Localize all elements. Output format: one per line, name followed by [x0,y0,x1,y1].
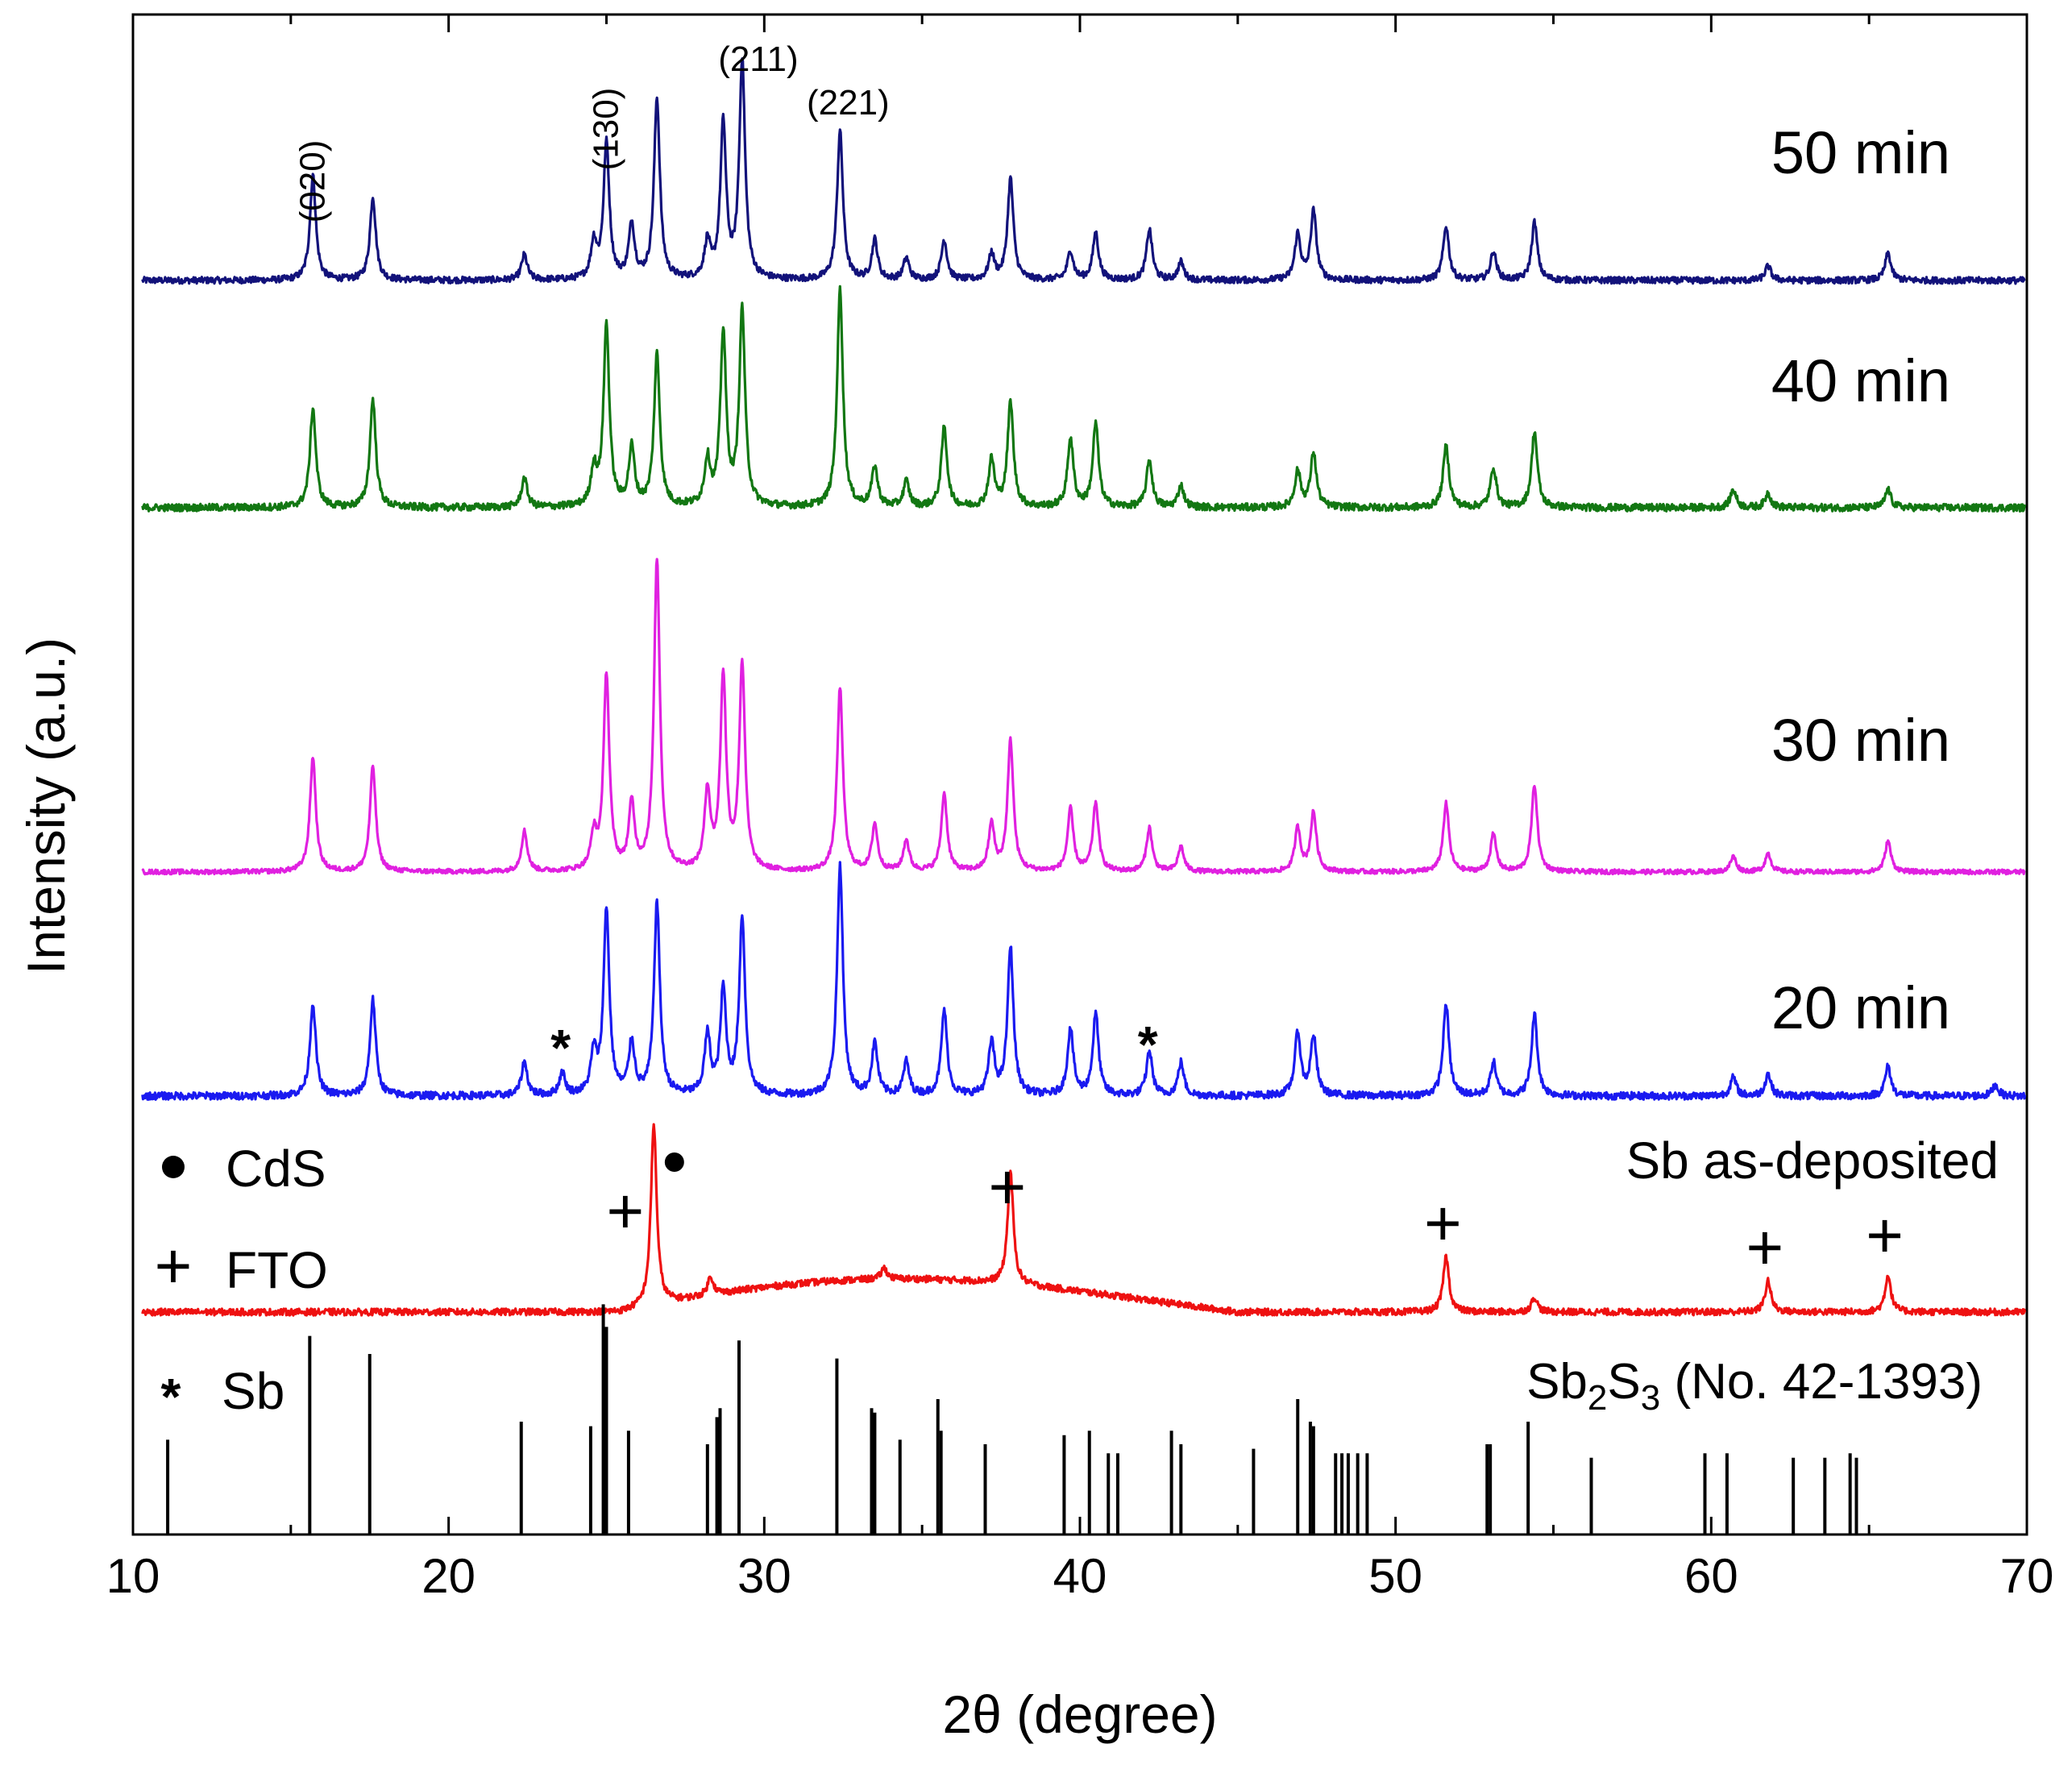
series-label: 20 min [1771,974,1950,1041]
fto-marker: + [1866,1199,1904,1271]
hkl-label: (221) [807,83,890,123]
ref-label-suffix: (No. 42-1393) [1660,1354,1983,1410]
ref-label-sub1: 2 [1588,1378,1607,1418]
x-axis-ticks: 10 20 30 40 50 60 70 [106,15,2054,1603]
y-axis-title: Intensity (a.u.) [16,637,76,974]
reference-label: Sb2S3 (No. 42-1393) [1526,1354,1983,1418]
hkl-label: (211) [718,39,798,79]
series-label: 30 min [1771,707,1950,774]
series-label: 40 min [1771,347,1950,414]
plot-frame [131,13,2028,1536]
hkl-label: (020) [293,140,332,223]
legend-label-sb: Sb [222,1362,284,1420]
x-tick-label: 30 [737,1549,791,1603]
trace-20-min [141,861,2027,1101]
x-tick-label: 60 [1684,1549,1738,1603]
ref-label-prefix: Sb [1526,1354,1588,1410]
fto-marker: + [606,1175,644,1247]
annotations: (020) (130) (211)(221) + + + + + * * [293,39,1904,1283]
x-tick-label: 10 [106,1549,160,1603]
ref-label-sub2: 3 [1641,1378,1660,1418]
x-tick-label: 20 [421,1549,475,1603]
legend-label-fto: FTO [226,1241,328,1299]
x-tick-label: 40 [1053,1549,1107,1603]
fto-marker: + [988,1151,1026,1223]
series-label: 50 min [1771,119,1950,186]
x-tick-label: 70 [2000,1549,2054,1603]
sb-marker: * [1138,1015,1158,1074]
legend: CdS + FTO * Sb [155,1140,328,1426]
legend-label-cds: CdS [226,1140,326,1198]
fto-legend-marker: + [155,1230,193,1302]
trace-sb-as-deposited [141,1123,2027,1317]
cds-marker [664,1152,684,1172]
fto-marker: + [1746,1211,1783,1283]
series-label: Sb as-deposited [1626,1132,1999,1190]
svg-text:Sb2S3 (No. 42-1393): Sb2S3 (No. 42-1393) [1526,1354,1983,1418]
sb-legend-marker: * [161,1368,181,1426]
ref-label-mid: S [1607,1354,1640,1410]
reference-lines [166,1304,1858,1535]
x-tick-label: 50 [1368,1549,1422,1603]
fto-marker: + [1424,1187,1462,1259]
trace-30-min [141,558,2026,876]
hkl-label: (130) [587,88,626,171]
sb-marker: * [550,1019,571,1077]
xrd-traces: 50 min 40 min 30 min 20 min Sb as-deposited [141,57,2027,1317]
x-axis-title: 2θ (degree) [942,1684,1217,1744]
trace-50-min [141,57,2026,285]
cds-legend-marker [162,1156,185,1178]
trace-40-min [141,284,2027,513]
